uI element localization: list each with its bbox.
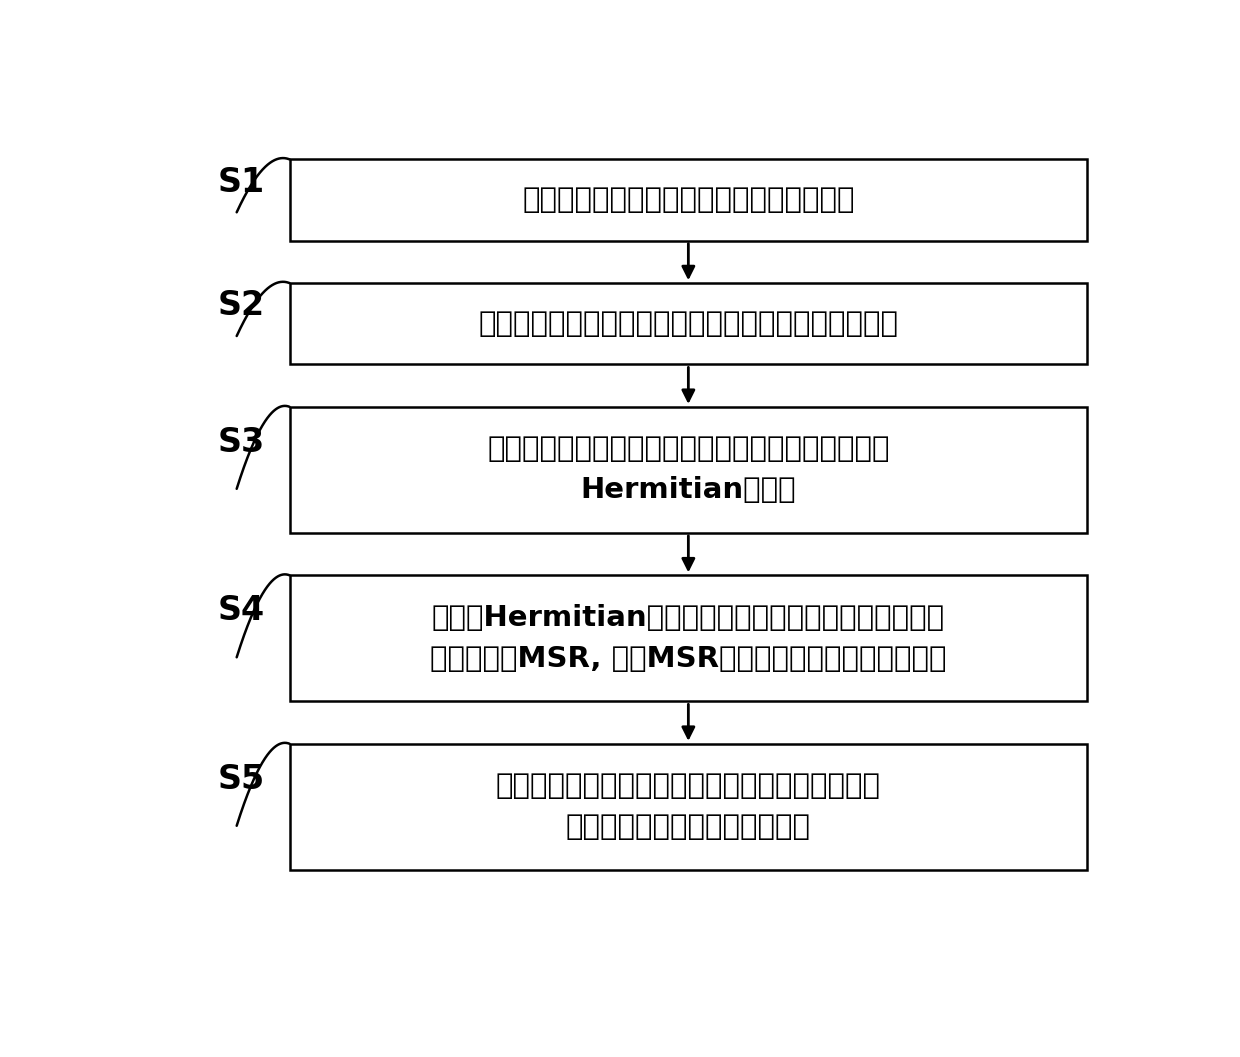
Text: S2: S2 <box>217 290 264 322</box>
Text: 通过预设的移动窗口将初始矩阵转换为批量随机矩阵；: 通过预设的移动窗口将初始矩阵转换为批量随机矩阵； <box>479 310 898 338</box>
Text: 计算非Hermitian矩阵的特征值，并根据所述特征值得到
该特征值的MSR, 并将MSR作为悬浮系统的健康状态值；: 计算非Hermitian矩阵的特征值，并根据所述特征值得到 该特征值的MSR, … <box>430 604 946 673</box>
Text: S1: S1 <box>217 166 264 199</box>
Text: S3: S3 <box>217 426 264 459</box>
Text: 根据随机矩阵理论单环定理将批量随机矩阵转换为非
Hermitian矩阵；: 根据随机矩阵理论单环定理将批量随机矩阵转换为非 Hermitian矩阵； <box>487 435 889 504</box>
Text: S4: S4 <box>217 594 264 627</box>
Bar <box>290 744 1087 870</box>
Bar <box>290 407 1087 533</box>
Text: 基于随机矩阵理论和大数据构建初始矩阵；: 基于随机矩阵理论和大数据构建初始矩阵； <box>522 186 854 215</box>
Text: 依据得到的悬浮系统的健康状态值，通过累积和函
数实现悬浮系统早期故障检测。: 依据得到的悬浮系统的健康状态值，通过累积和函 数实现悬浮系统早期故障检测。 <box>496 773 880 841</box>
Text: S5: S5 <box>217 762 264 796</box>
Bar <box>290 575 1087 702</box>
Bar <box>290 160 1087 241</box>
Bar <box>290 283 1087 365</box>
